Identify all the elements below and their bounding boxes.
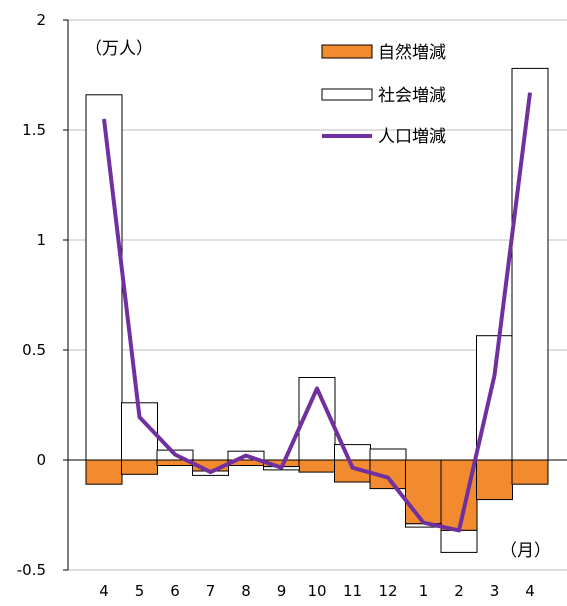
population-line — [102, 92, 532, 533]
y-axis-ticks: -0.5 0 0.5 1 1.5 2 — [17, 11, 68, 579]
y-tick-label: 1 — [36, 231, 46, 249]
y-tick-label: 2 — [36, 11, 46, 29]
legend-label-population: 人口増減 — [378, 127, 446, 147]
bar-social — [511, 67, 549, 461]
x-tick-label: 10 — [307, 582, 326, 600]
bar-social — [334, 444, 371, 461]
social-change-bars — [85, 67, 549, 553]
x-tick-label: 4 — [99, 582, 109, 600]
x-tick-label: 6 — [170, 582, 180, 600]
bar-social — [85, 94, 123, 461]
bar-natural — [298, 459, 336, 473]
legend-label-social: 社会増減 — [378, 86, 446, 106]
y-unit-label: （万人） — [85, 39, 153, 59]
bar-natural — [85, 459, 123, 485]
x-tick-label: 4 — [525, 582, 535, 600]
legend-swatch-social — [321, 88, 373, 101]
bar-natural — [476, 459, 513, 501]
x-tick-label: 7 — [206, 582, 216, 600]
legend-swatch-natural — [321, 44, 373, 59]
x-tick-label: 2 — [454, 582, 464, 600]
x-tick-label: 9 — [277, 582, 287, 600]
x-unit-label: （月） — [500, 541, 551, 561]
y-tick-label: 0 — [36, 451, 46, 469]
x-axis-ticks: 4 5 6 7 8 9 10 11 12 1 2 3 4 — [68, 569, 567, 600]
x-tick-label: 8 — [241, 582, 251, 600]
x-tick-label: 3 — [490, 582, 500, 600]
legend: 自然増減 社会増減 人口増減 — [321, 43, 446, 147]
population-change-line — [68, 92, 567, 533]
x-tick-label: 1 — [419, 582, 429, 600]
bar-natural — [511, 459, 549, 485]
y-tick-label: 1.5 — [22, 121, 46, 139]
x-tick-label: 12 — [378, 582, 397, 600]
y-tick-label: -0.5 — [17, 561, 46, 579]
x-tick-label: 11 — [343, 582, 362, 600]
bar-social — [440, 529, 478, 553]
bar-natural — [121, 459, 158, 475]
legend-label-natural: 自然増減 — [378, 43, 446, 63]
bar-natural — [405, 459, 442, 525]
x-tick-label: 5 — [135, 582, 145, 600]
bar-social — [476, 335, 513, 461]
bar-social — [369, 448, 407, 461]
y-tick-label: 0.5 — [22, 341, 46, 359]
